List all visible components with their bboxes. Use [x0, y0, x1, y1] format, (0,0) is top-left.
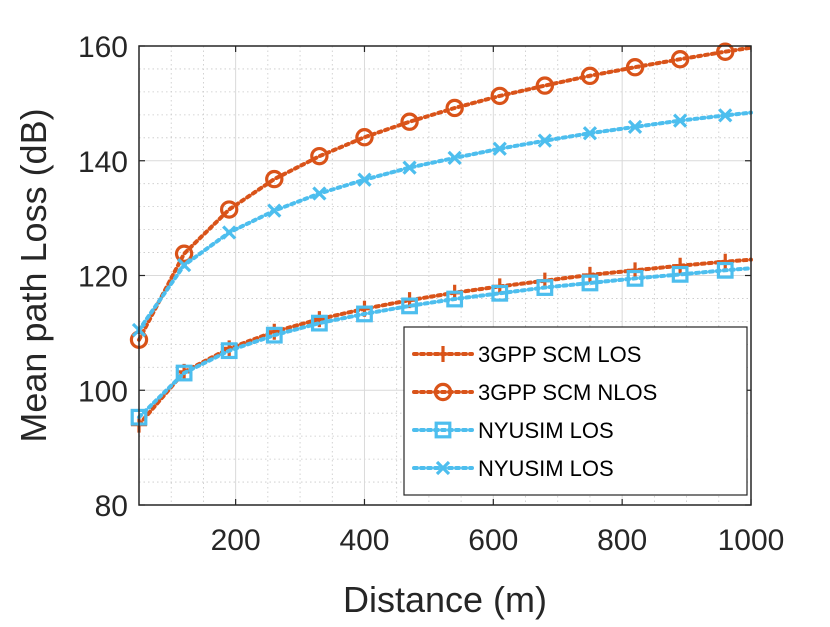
y-tick-label: 160 [78, 31, 128, 64]
data-point [401, 297, 418, 315]
data-point [446, 290, 464, 308]
x-tick-label: 200 [211, 524, 261, 557]
series-line [137, 45, 753, 342]
legend: 3GPP SCM LOS 3GPP SCM NLOS NYUSIM LOS NYUSI… [403, 326, 748, 496]
y-axis-label: Mean path Loss (dB) [13, 108, 54, 442]
x-tick-label: 600 [468, 524, 518, 557]
data-point [447, 150, 462, 166]
legend-entry: NYUSIM LOS [412, 456, 614, 481]
series-3 [130, 261, 753, 426]
x-tick-label: 1000 [718, 524, 785, 557]
data-point [356, 305, 373, 323]
data-point [582, 126, 598, 141]
y-tick-label: 80 [95, 490, 128, 523]
legend-entry: 3GPP SCM LOS [412, 342, 641, 367]
data-point [445, 98, 464, 118]
data-point [536, 279, 554, 296]
x-tick-label: 400 [339, 524, 389, 557]
data-point [265, 326, 283, 344]
data-point [175, 364, 193, 382]
y-tick-label: 140 [78, 146, 128, 179]
data-point [402, 160, 417, 175]
legend-entry: 3GPP SCM NLOS [412, 380, 657, 405]
data-point [670, 49, 690, 69]
data-point [490, 86, 509, 106]
data-point [400, 112, 419, 131]
data-point [174, 244, 194, 263]
legend-label: 3GPP SCM NLOS [478, 380, 657, 405]
data-point [626, 269, 644, 287]
series-line [137, 266, 753, 420]
legend-label: NYUSIM LOS [478, 418, 614, 443]
data-point [492, 141, 507, 156]
data-point [222, 225, 237, 240]
legend-marker [434, 421, 452, 439]
legend-marker [435, 460, 451, 476]
data-point [716, 42, 735, 61]
data-point [716, 261, 734, 279]
data-point [672, 257, 689, 274]
data-point [537, 133, 552, 148]
data-point [355, 128, 374, 147]
legend-entry: NYUSIM LOS [412, 418, 614, 443]
data-point [219, 200, 239, 219]
data-point [671, 265, 689, 283]
data-point [267, 203, 282, 218]
legend-marker [435, 346, 451, 362]
data-point [673, 113, 688, 128]
data-point [220, 342, 238, 360]
y-tick-label: 100 [78, 375, 128, 408]
data-point [535, 76, 555, 95]
series-layer [129, 42, 753, 433]
legend-box [403, 326, 748, 496]
series-2 [129, 42, 753, 349]
data-point [312, 186, 327, 201]
series-4 [131, 108, 753, 338]
data-point [357, 172, 372, 187]
data-point [310, 314, 328, 332]
data-point [627, 119, 643, 135]
data-point [176, 258, 192, 273]
data-point [580, 66, 600, 86]
data-point [717, 253, 734, 270]
data-point [265, 169, 284, 189]
x-axis-label: Distance (m) [343, 579, 547, 620]
legend-label: NYUSIM LOS [478, 456, 614, 481]
data-point [718, 108, 733, 123]
axis-ticks: 200 400 600 800 1000 80 100 120 140 160 [78, 31, 784, 557]
data-point [581, 274, 599, 292]
x-tick-label: 800 [597, 524, 647, 557]
legend-marker [433, 382, 453, 402]
y-tick-label: 120 [78, 261, 128, 294]
data-point [491, 284, 509, 302]
data-point [625, 58, 645, 77]
data-point [310, 146, 329, 166]
legend-label: 3GPP SCM LOS [478, 342, 641, 367]
